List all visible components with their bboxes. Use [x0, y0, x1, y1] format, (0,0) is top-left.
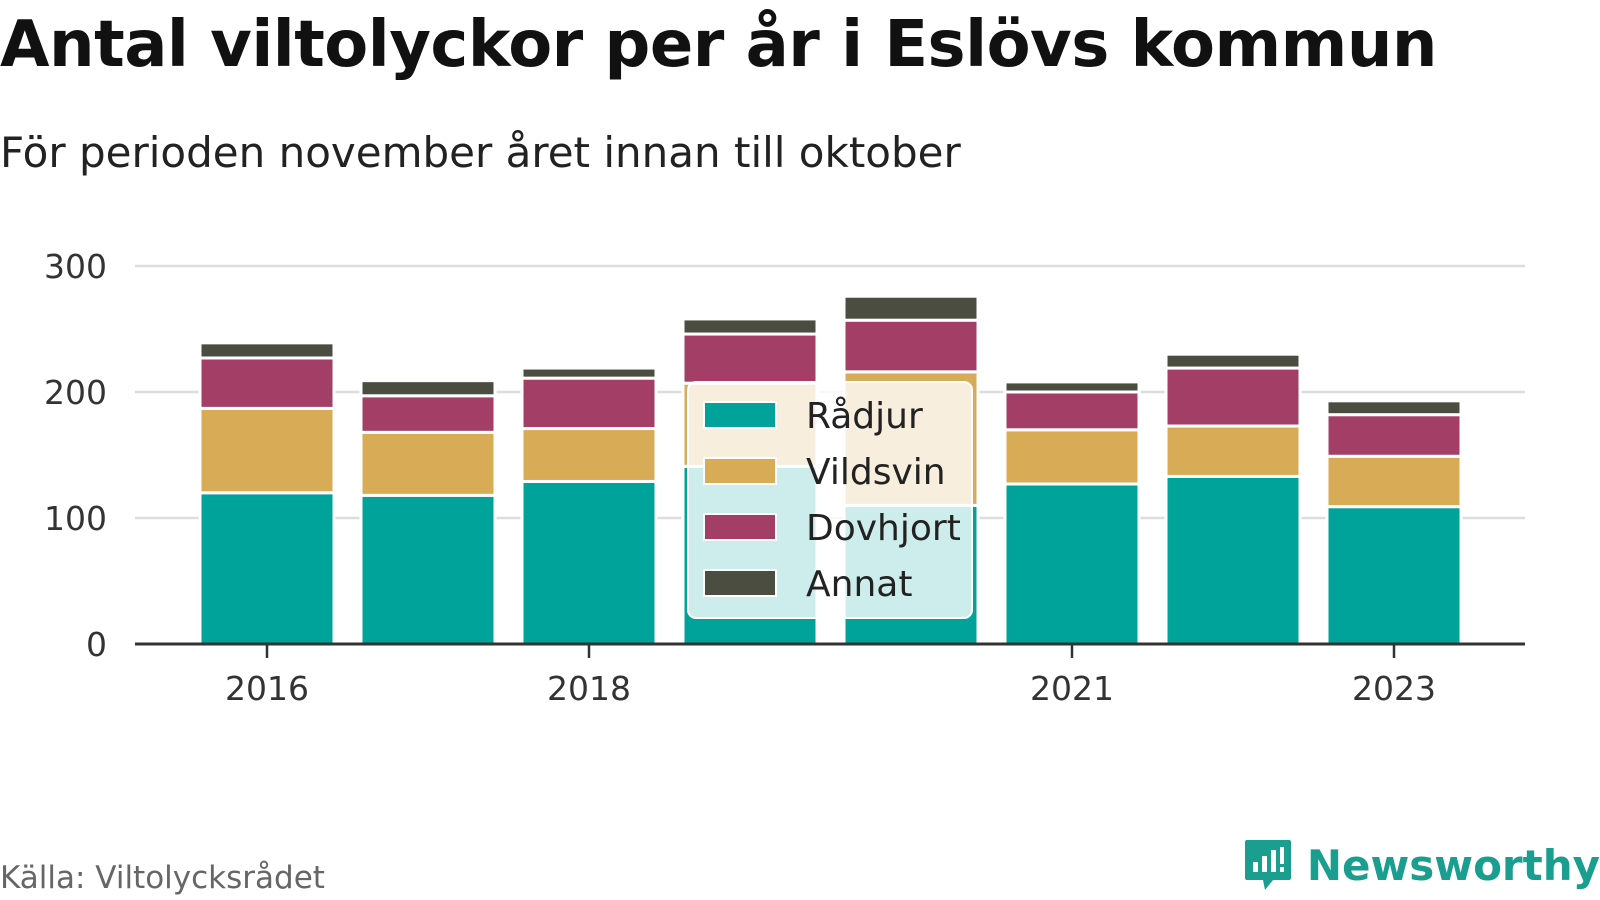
legend-swatch — [703, 513, 777, 541]
legend-label: Dovhjort — [806, 508, 961, 549]
bar-segment — [359, 493, 497, 646]
bar-segment — [1003, 390, 1141, 432]
y-tick-label: 0 — [86, 625, 107, 664]
y-tick-label: 300 — [44, 247, 107, 286]
x-tick-label: 2016 — [225, 669, 309, 708]
bar-segment — [520, 376, 658, 431]
legend-label: Annat — [806, 564, 912, 605]
bar-segment — [198, 491, 336, 646]
chart-subtitle: För perioden november året innan till ok… — [0, 128, 961, 177]
x-tick-label: 2021 — [1030, 669, 1114, 708]
legend-swatch — [703, 569, 777, 597]
chart-title: Antal viltolyckor per år i Eslövs kommun — [0, 8, 1437, 82]
bar-segment — [359, 394, 497, 434]
brand-name: Newsworthy — [1306, 840, 1600, 890]
bar-segment — [681, 317, 819, 336]
bar-segment — [1003, 380, 1141, 394]
bar-segment — [359, 379, 497, 398]
bar-segment — [1325, 399, 1463, 417]
bar-segment — [520, 427, 658, 483]
bar-segment — [198, 356, 336, 410]
bar-segment — [1164, 366, 1302, 428]
x-tick-label: 2018 — [547, 669, 631, 708]
x-tick-label: 2023 — [1352, 669, 1436, 708]
bar-segment — [1003, 428, 1141, 486]
bar-segment — [1164, 424, 1302, 478]
y-tick-label: 200 — [44, 373, 107, 412]
bar-segment — [520, 479, 658, 646]
bar-segment — [1164, 352, 1302, 370]
legend-swatch — [703, 401, 777, 429]
bar-segment — [1164, 474, 1302, 646]
legend: Rådjur Vildsvin Dovhjort Annat — [687, 381, 973, 619]
legend-swatch — [703, 457, 777, 485]
bar-segment — [1325, 413, 1463, 458]
bar-segment — [842, 318, 980, 374]
bar-segment — [1003, 482, 1141, 646]
bar-segment — [1325, 505, 1463, 646]
legend-box — [687, 381, 973, 619]
bar-segment — [1325, 454, 1463, 509]
source-note: Källa: Viltolycksrådet — [0, 860, 325, 896]
newsworthy-logo-icon — [1244, 840, 1291, 890]
bar-segment — [198, 406, 336, 495]
bar-segment — [359, 430, 497, 497]
bar-segment — [198, 341, 336, 360]
y-tick-label: 100 — [44, 499, 107, 538]
brand-logo[interactable]: Newsworthy — [1243, 838, 1600, 892]
bar-segment — [681, 332, 819, 385]
legend-label: Vildsvin — [806, 452, 946, 493]
axes: 0 100 200 300 2016 2018 2021 2023 — [44, 247, 1525, 708]
bar-segment — [842, 294, 980, 322]
bar-segment — [520, 366, 658, 380]
legend-label: Rådjur — [806, 396, 923, 437]
